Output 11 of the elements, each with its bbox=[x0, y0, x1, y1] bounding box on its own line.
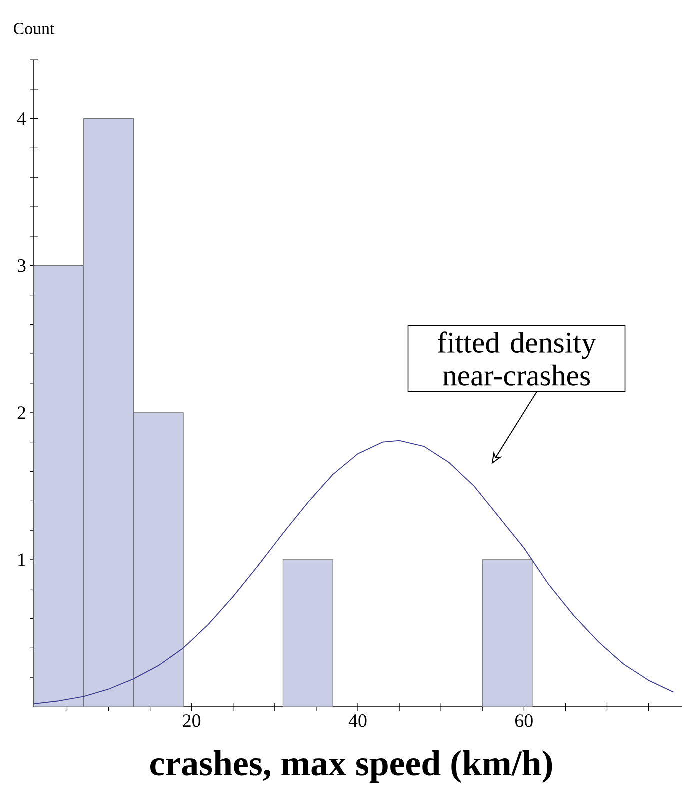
y-tick-label: 3 bbox=[18, 260, 26, 272]
y-axis-title: Count bbox=[14, 23, 55, 34]
y-tick-label: 4 bbox=[17, 112, 26, 126]
y-tick-label: 2 bbox=[18, 406, 26, 420]
x-tick-label: 60 bbox=[516, 714, 533, 728]
y-tick-label: 1 bbox=[18, 554, 26, 566]
annotation: fitted density near-crashes bbox=[438, 332, 596, 386]
x-tick-label: 40 bbox=[348, 714, 367, 728]
line-series bbox=[34, 440, 674, 705]
x-axis-title: crashes, max speed (km/h) bbox=[150, 750, 552, 784]
x-tick-label: 20 bbox=[183, 714, 201, 728]
